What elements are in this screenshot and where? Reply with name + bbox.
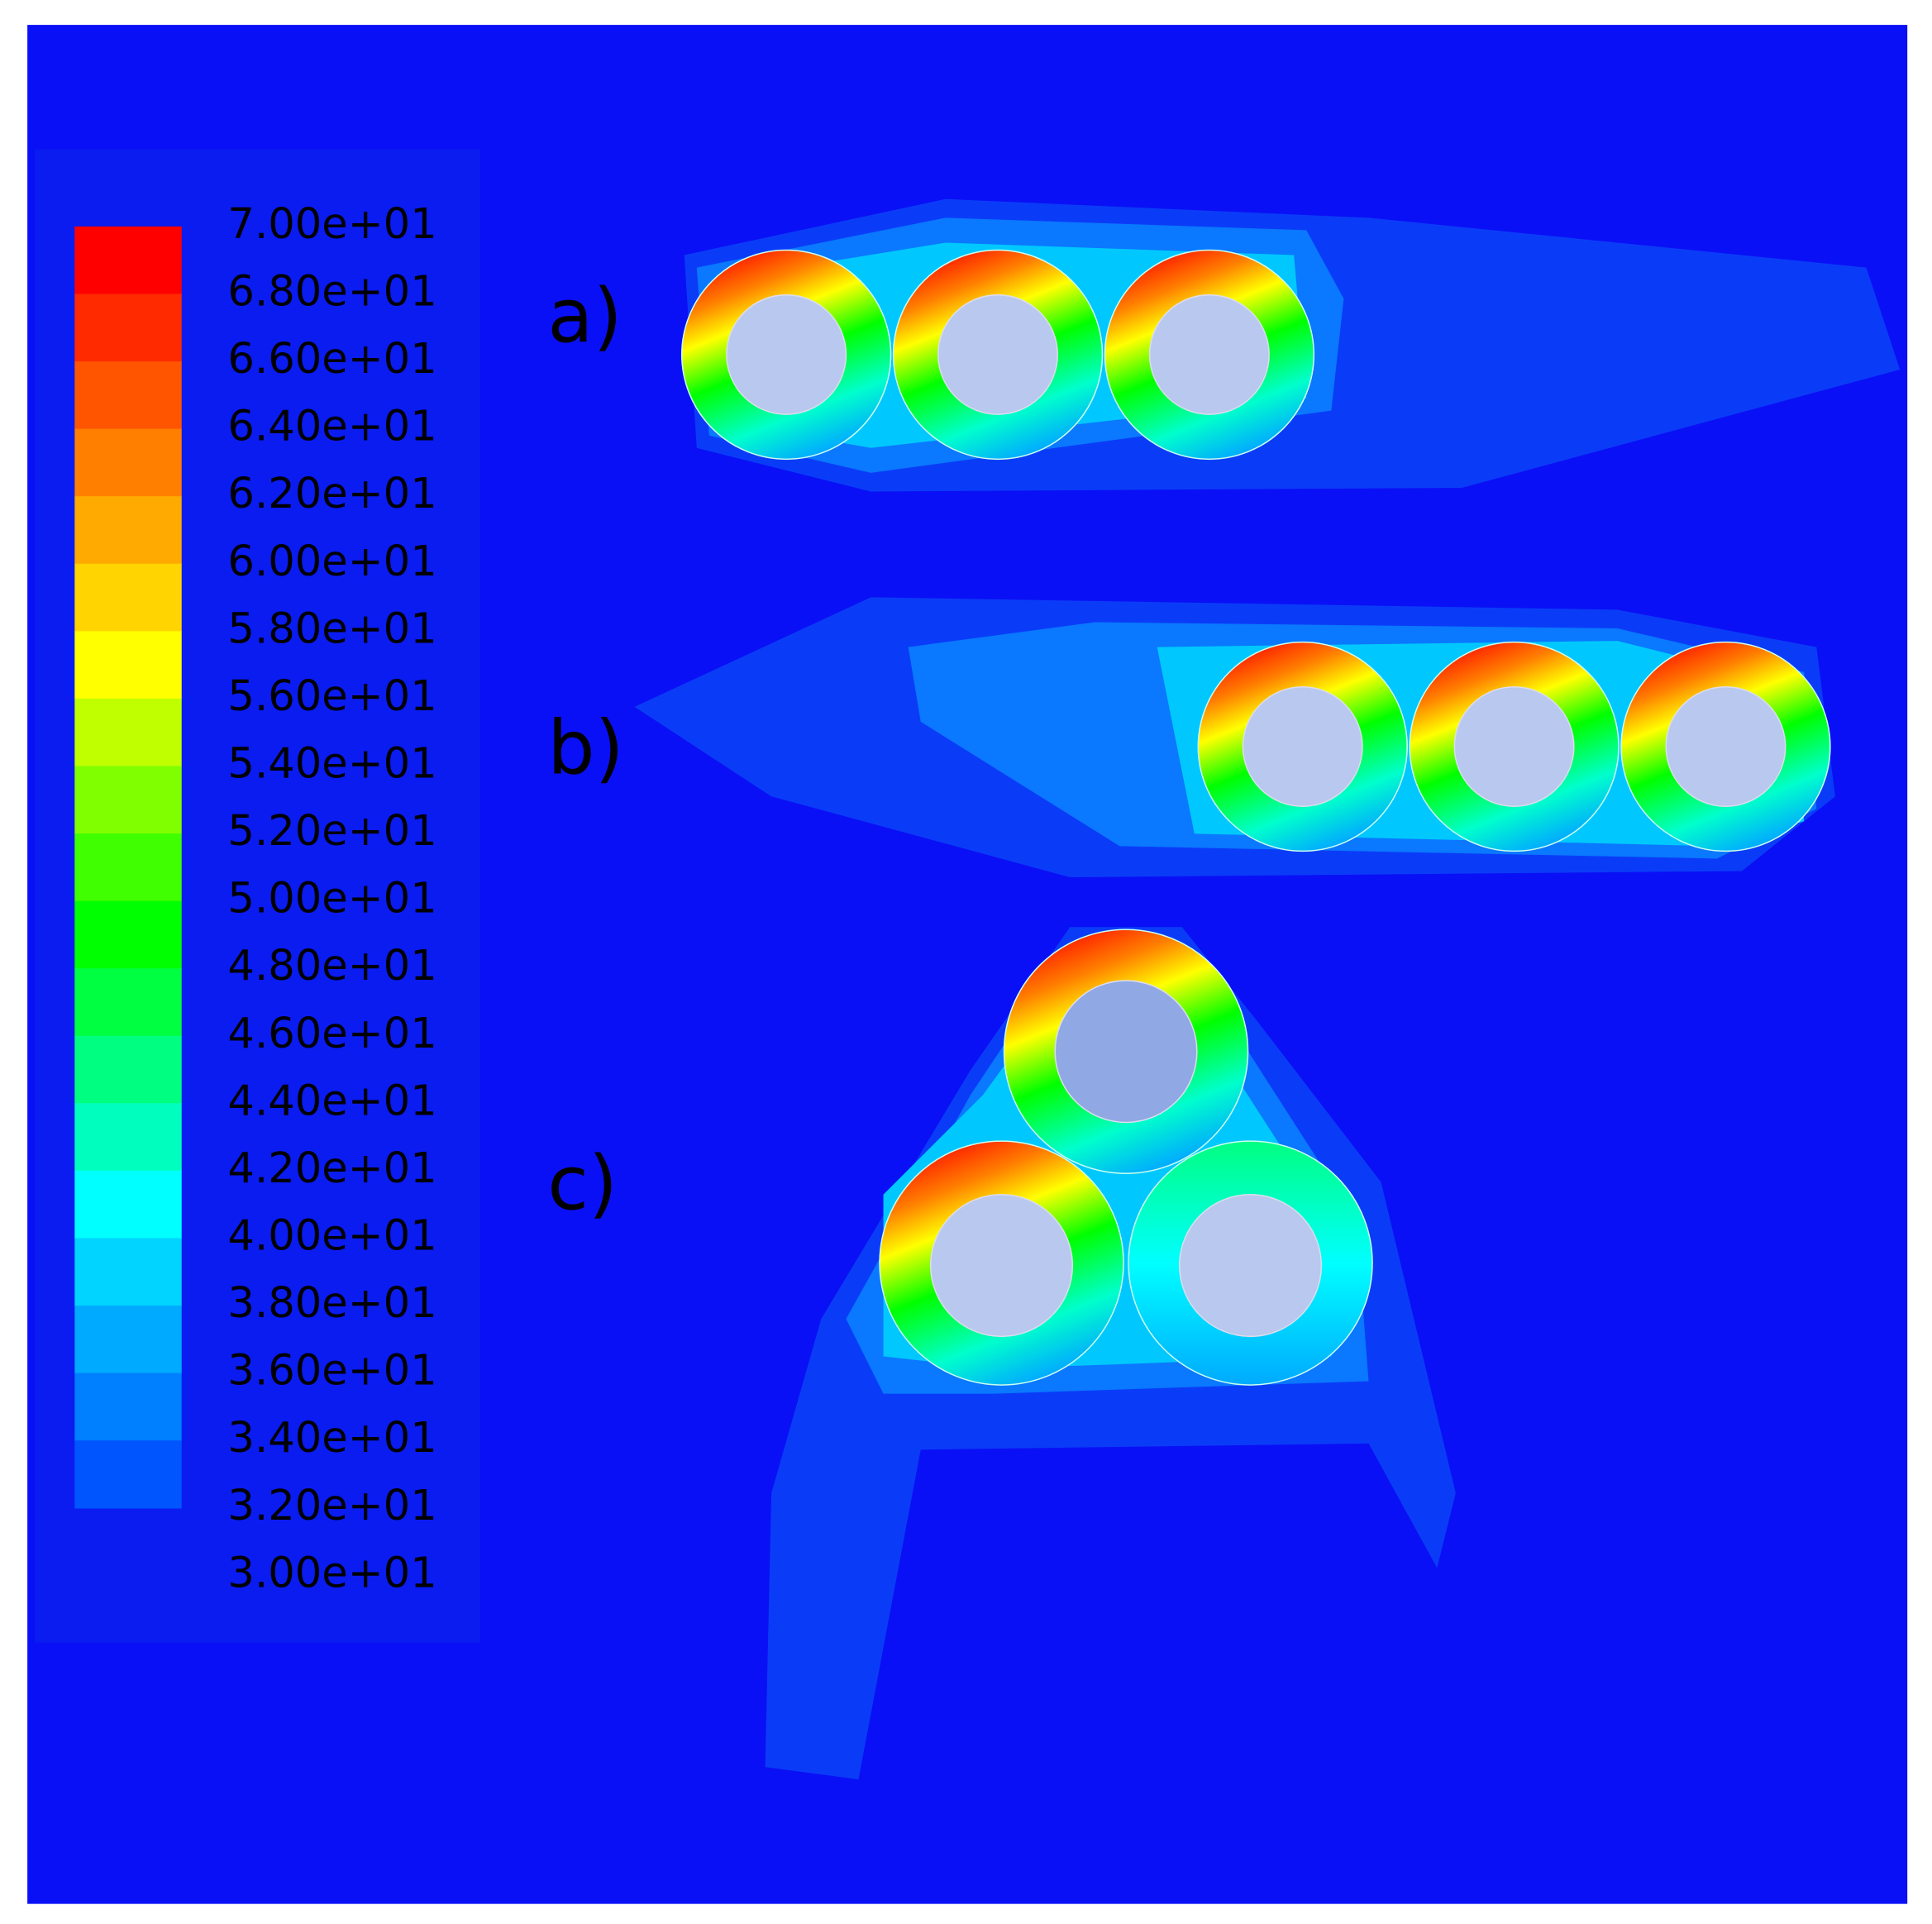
legend-band — [74, 1035, 182, 1105]
legend-label: 6.20e+01 — [227, 470, 436, 518]
conductor — [1148, 294, 1270, 415]
legend-band — [74, 1103, 182, 1172]
legend-label: 4.00e+01 — [227, 1211, 436, 1260]
legend-label: 4.80e+01 — [227, 942, 436, 991]
conductor — [929, 1194, 1074, 1338]
legend-band — [74, 968, 182, 1037]
legend-label: 3.20e+01 — [227, 1482, 436, 1530]
legend-label: 4.60e+01 — [227, 1010, 436, 1058]
cables — [680, 249, 1831, 1386]
legend-label: 5.00e+01 — [227, 875, 436, 924]
legend-band — [74, 428, 182, 497]
legend-band — [74, 833, 182, 902]
legend-label: 6.00e+01 — [227, 537, 436, 586]
legend-band — [74, 766, 182, 834]
panel-label: b) — [547, 704, 624, 791]
legend-label: 6.40e+01 — [227, 403, 436, 451]
legend-band — [74, 698, 182, 767]
legend-band — [74, 1238, 182, 1306]
color-legend: 7.00e+01 6.80e+01 6.60e+01 6.40e+01 6.20e+01… — [74, 200, 437, 1597]
legend-label: 6.60e+01 — [227, 335, 436, 384]
conductors — [726, 294, 1787, 1338]
legend-band — [74, 631, 182, 699]
conductor — [1242, 686, 1363, 807]
legend-band — [74, 563, 182, 633]
legend-label: 6.80e+01 — [227, 267, 436, 316]
legend-label: 3.60e+01 — [227, 1347, 436, 1396]
legend-label: 3.40e+01 — [227, 1414, 436, 1463]
legend-band — [74, 294, 182, 362]
legend-label: 4.20e+01 — [227, 1144, 436, 1193]
legend-band — [74, 900, 182, 969]
legend-label: 3.80e+01 — [227, 1279, 436, 1328]
conductor — [1178, 1194, 1323, 1338]
legend-band — [74, 361, 182, 430]
legend-label: 4.40e+01 — [227, 1077, 436, 1125]
panel-label: a) — [547, 273, 623, 360]
legend-label: 3.00e+01 — [227, 1549, 436, 1597]
legend-band — [74, 1440, 182, 1509]
drawing: a) b) c) 7.00e+01 6.80e+01 6.60e+01 6.40e+0… — [27, 25, 1908, 1904]
conductor — [1665, 686, 1787, 807]
conductor — [1054, 980, 1198, 1124]
conductor — [937, 294, 1059, 415]
conductor — [1453, 686, 1575, 807]
legend-band — [74, 1306, 182, 1374]
legend-band — [74, 496, 182, 565]
legend-band — [74, 1373, 182, 1441]
conductor — [726, 294, 847, 415]
panel-label: c) — [547, 1140, 618, 1227]
legend-label: 5.20e+01 — [227, 807, 436, 856]
legend-label: 5.60e+01 — [227, 672, 436, 721]
legend-label: 5.80e+01 — [227, 604, 436, 653]
legend-band — [74, 1170, 182, 1239]
legend-label: 5.40e+01 — [227, 739, 436, 788]
legend-band — [74, 226, 182, 295]
legend-label: 7.00e+01 — [227, 200, 436, 249]
